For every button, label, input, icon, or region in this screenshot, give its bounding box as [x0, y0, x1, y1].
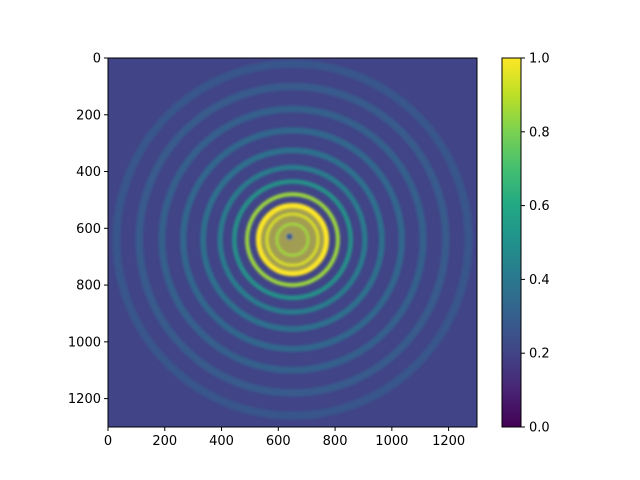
ring-5: [217, 164, 368, 315]
x-axis: 0 200 400 600 800 1000 1200: [104, 427, 465, 449]
ring-1: [135, 82, 450, 397]
y-axis: 0 200 400 600 800 1000 1200: [68, 52, 108, 407]
y-tick-label: 1000: [68, 335, 101, 350]
heatmap-image: [108, 58, 477, 427]
ring-8: [255, 203, 330, 277]
x-tick-label: 800: [323, 434, 348, 449]
colorbar: [501, 57, 522, 428]
x-tick-label: 1000: [375, 434, 408, 449]
colorbar-tick-label: 0.8: [529, 125, 550, 140]
y-tick-label: 800: [76, 279, 101, 294]
ring-3: [180, 127, 405, 353]
colorbar-tick-label: 0.6: [529, 199, 550, 214]
x-tick-label: 600: [266, 434, 291, 449]
colorbar-tick-label: 0.2: [529, 347, 550, 362]
ring-2: [158, 105, 427, 374]
x-tick-label: 200: [152, 434, 177, 449]
colorbar-tick-label: 1.0: [529, 52, 550, 67]
y-tick-label: 0: [93, 52, 101, 67]
plot-frame: [107, 57, 478, 428]
y-tick-label: 200: [76, 108, 101, 123]
ring-0: [112, 59, 473, 420]
x-tick-label: 400: [209, 434, 234, 449]
x-tick-label: 1200: [432, 434, 465, 449]
colorbar-tick-label: 0.0: [529, 421, 550, 436]
center-spot: [286, 233, 293, 241]
central-bright-disc: [259, 207, 326, 273]
x-tick-label: 0: [104, 434, 112, 449]
y-tick-label: 400: [76, 165, 101, 180]
ring-7: [245, 192, 340, 288]
ring-10: [275, 222, 310, 257]
colorbar-tick-label: 0.4: [529, 273, 550, 288]
colorbar-axis: 0.0 0.2 0.4 0.6 0.8 1.0: [521, 52, 550, 436]
ring-9: [265, 212, 320, 267]
y-tick-label: 1200: [68, 392, 101, 407]
ring-4: [200, 147, 385, 332]
ring-6: [232, 179, 353, 301]
y-tick-label: 600: [76, 222, 101, 237]
